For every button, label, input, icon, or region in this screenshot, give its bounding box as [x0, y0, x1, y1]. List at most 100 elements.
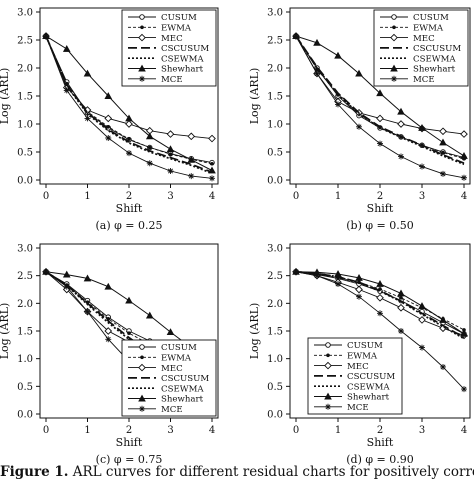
data-point [147, 145, 152, 150]
data-point [125, 296, 133, 304]
data-point [356, 293, 362, 300]
data-point [419, 163, 425, 170]
data-point [125, 120, 133, 128]
legend-marker [138, 33, 146, 42]
data-point [145, 132, 154, 140]
legend-marker [138, 394, 146, 402]
chart-panel-3: 0.0 0.5 1.0 1.5 2.0 2.5 3.0 0 1 2 3 4 Shift Log (ARL)… [0, 243, 219, 466]
data-point [441, 150, 445, 155]
series-cusum [293, 269, 467, 337]
y-tick-label: 3.0 [267, 8, 283, 19]
legend-label: Shewhart [413, 65, 456, 75]
data-point [376, 114, 384, 123]
data-point [63, 283, 70, 290]
data-point [376, 280, 384, 287]
x-tick-label: 0 [293, 191, 299, 202]
data-point [187, 132, 196, 141]
legend-item: EWMA [128, 354, 192, 364]
legend-label: MEC [347, 362, 369, 372]
legend-label: CUSUM [347, 341, 383, 351]
data-point [104, 92, 113, 99]
data-point [104, 114, 113, 123]
legend-marker [139, 14, 145, 20]
legend-marker [324, 361, 332, 370]
x-tick-label: 1 [84, 425, 90, 436]
legend-item: Shewhart [128, 394, 204, 405]
y-tick-label: 1.5 [17, 92, 33, 103]
chart-panel-2: 0.0 0.5 1.0 1.5 2.0 2.5 3.0 0 1 2 3 4 Shift Log (ARL)… [248, 7, 471, 232]
x-tick-label: 4 [461, 425, 467, 436]
legend-item: CUSUM [380, 13, 449, 23]
y-tick-label: 2.0 [17, 299, 33, 310]
legend-marker [139, 75, 145, 82]
legend-item: MEC [380, 33, 435, 44]
x-tick-label: 2 [126, 425, 132, 436]
x-tick-label: 0 [43, 191, 49, 202]
legend-label: Shewhart [161, 65, 204, 75]
data-point [418, 316, 426, 324]
y-axis-label: Log (ARL) [248, 303, 261, 360]
x-tick-label: 4 [209, 191, 215, 202]
x-tick-label: 3 [167, 425, 173, 436]
legend-item: MCE [128, 75, 183, 85]
data-point [104, 327, 113, 335]
legend-label: EWMA [413, 24, 444, 34]
y-tick-label: 0.0 [17, 410, 33, 421]
data-point [210, 161, 214, 166]
series-mce [293, 268, 467, 393]
legend-item: EWMA [314, 352, 378, 362]
y-tick-label: 3.0 [17, 244, 33, 255]
data-point [104, 282, 113, 290]
legend-item: MCE [128, 405, 183, 415]
data-point [460, 130, 468, 138]
legend-item: CUSUM [128, 343, 197, 353]
y-tick-label: 1.0 [17, 354, 33, 365]
legend-marker [138, 363, 146, 372]
figure-caption: Figure 1. ARL curves for different resid… [0, 464, 474, 483]
legend-label: CUSUM [413, 13, 449, 23]
x-axis-label: Shift [367, 436, 394, 449]
legend-item: EWMA [380, 24, 444, 34]
data-point [461, 174, 467, 181]
legend-label: MEC [161, 34, 183, 44]
data-point [84, 115, 91, 122]
data-point [397, 107, 405, 115]
legend-item: CSEWMA [128, 384, 204, 394]
y-axis-label: Log (ARL) [0, 68, 11, 125]
legend-item: CSCUSUM [128, 374, 209, 384]
x-tick-label: 4 [209, 425, 215, 436]
data-point [166, 145, 175, 153]
legend-marker [138, 64, 146, 72]
legend-marker [324, 392, 332, 400]
series-mec [292, 267, 468, 340]
legend-label: CSCUSUM [161, 374, 209, 384]
legend-label: CUSUM [161, 343, 197, 353]
data-point [397, 303, 405, 312]
legend-label: CUSUM [161, 13, 197, 23]
data-point [314, 70, 320, 77]
data-point [355, 285, 363, 294]
data-point [43, 268, 49, 275]
legend-item: CSCUSUM [128, 44, 209, 54]
legend-label: MEC [413, 34, 435, 44]
legend-item: CSEWMA [128, 54, 204, 64]
series-mce [43, 33, 215, 182]
y-tick-label: 2.0 [267, 64, 283, 75]
data-point [335, 280, 341, 287]
legend-label: MCE [161, 75, 183, 85]
series-cscusum [45, 35, 213, 173]
data-point [397, 289, 405, 297]
data-point [335, 101, 341, 108]
legend-box [307, 337, 403, 415]
series-csewma [295, 270, 465, 340]
legend-marker [325, 403, 331, 410]
y-axis-label: Log (ARL) [0, 303, 11, 360]
legend-box [121, 9, 217, 87]
legend-item: MEC [314, 361, 369, 372]
data-point [376, 89, 384, 97]
legend-marker [325, 342, 331, 348]
legend-label: Shewhart [161, 395, 204, 405]
legend-marker [139, 344, 145, 350]
